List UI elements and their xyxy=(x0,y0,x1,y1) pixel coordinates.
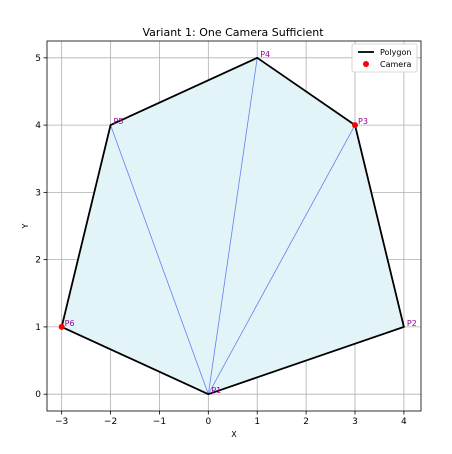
x-tick-label: 2 xyxy=(303,417,309,427)
chart-title: Variant 1: One Camera Sufficient xyxy=(142,26,324,39)
triangulation-layer xyxy=(110,57,356,395)
legend-camera-label: Camera xyxy=(380,60,411,69)
x-tick-label: 3 xyxy=(352,417,358,427)
legend-camera-swatch xyxy=(363,61,369,67)
legend: Polygon Camera xyxy=(351,43,418,73)
triangulation-diagonal xyxy=(207,57,258,395)
x-tick-label: 0 xyxy=(205,417,211,427)
x-tick-label: 1 xyxy=(254,417,260,427)
vertex-label-p2: P2 xyxy=(407,319,417,328)
y-axis-label: Y xyxy=(21,223,30,229)
plot-frame xyxy=(46,40,422,412)
camera-point xyxy=(58,323,65,330)
triangulation-diagonal xyxy=(110,124,209,395)
vertex-label-p3: P3 xyxy=(358,117,368,126)
vertex-label-p1: P1 xyxy=(211,386,221,395)
x-axis-label: X xyxy=(231,430,237,439)
y-tick-label: 3 xyxy=(35,188,41,198)
vertex-label-p4: P4 xyxy=(260,50,270,59)
x-tick-label: −3 xyxy=(55,417,68,427)
camera-point xyxy=(352,122,358,129)
x-tick-label: −1 xyxy=(153,417,166,427)
legend-polygon-label: Polygon xyxy=(380,48,411,57)
vertex-label-p6: P6 xyxy=(65,319,75,328)
vertex-label-layer: P1 P2 P3 P4 P5 P6 xyxy=(65,50,417,395)
y-tick-label: 5 xyxy=(35,54,41,64)
x-tick-label: 4 xyxy=(401,417,407,427)
y-tick-label: 2 xyxy=(35,256,41,266)
x-tick-label: −2 xyxy=(104,417,117,427)
tick-layer: −3 −2 −1 0 1 2 3 4 0 1 2 3 4 5 xyxy=(35,54,407,427)
camera-marker-layer xyxy=(58,122,358,330)
vertex-label-p5: P5 xyxy=(114,117,124,126)
y-tick-label: 4 xyxy=(35,121,41,131)
triangulation-diagonal xyxy=(207,124,356,395)
y-tick-label: 1 xyxy=(35,323,41,333)
y-tick-label: 0 xyxy=(35,390,41,400)
